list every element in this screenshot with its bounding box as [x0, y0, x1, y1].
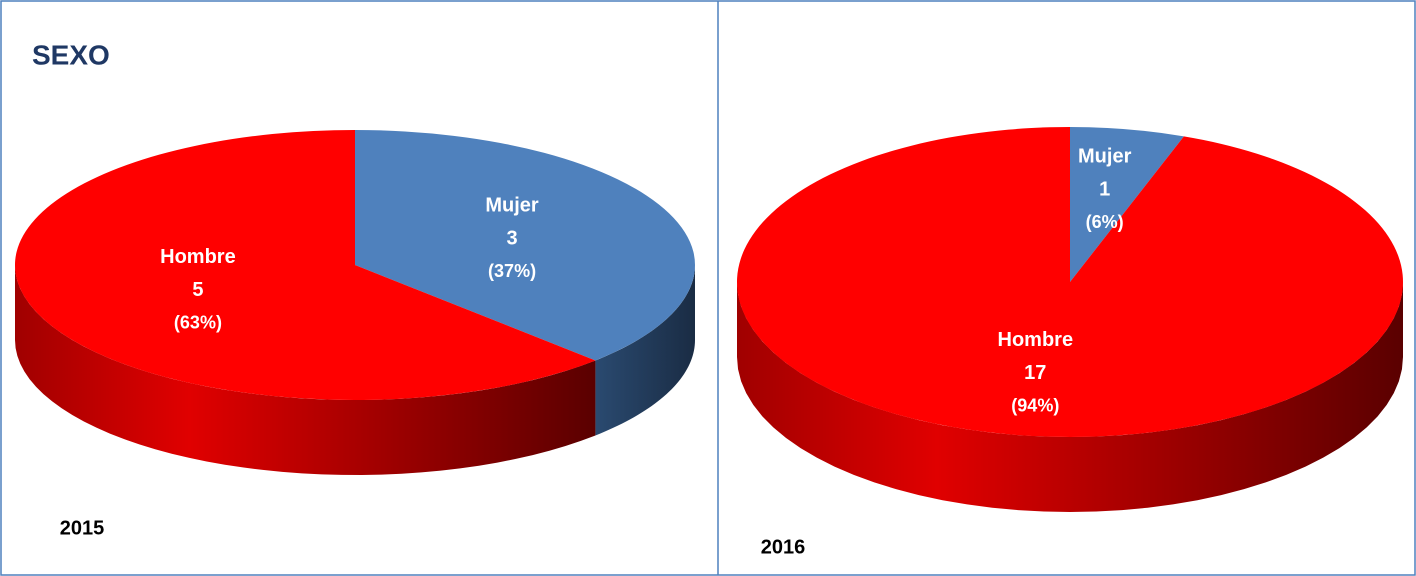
- pie-slice: [355, 130, 695, 361]
- slice-name: Mujer: [485, 194, 539, 216]
- slice-name: Mujer: [1078, 146, 1132, 168]
- year-label: 2015: [60, 517, 105, 539]
- slice-name: Hombre: [160, 246, 236, 268]
- slice-value: 3: [506, 227, 517, 249]
- slice-percent: (37%): [488, 261, 536, 281]
- slice-value: 17: [1024, 362, 1046, 384]
- pie-slice: [1070, 127, 1184, 282]
- pie-slice: [15, 130, 596, 400]
- slice-percent: (63%): [174, 313, 222, 333]
- slice-value: 5: [192, 279, 203, 301]
- pie-side: [737, 282, 1403, 512]
- slice-percent: (6%): [1086, 212, 1124, 232]
- slice-name: Hombre: [998, 329, 1074, 351]
- slice-percent: (94%): [1011, 395, 1059, 415]
- slice-value: 1: [1099, 179, 1110, 201]
- pie-side: [15, 265, 596, 475]
- chart-title: SEXO: [32, 39, 110, 70]
- pie-side: [595, 265, 695, 436]
- year-label: 2016: [761, 536, 806, 558]
- pie-slice: [737, 127, 1403, 437]
